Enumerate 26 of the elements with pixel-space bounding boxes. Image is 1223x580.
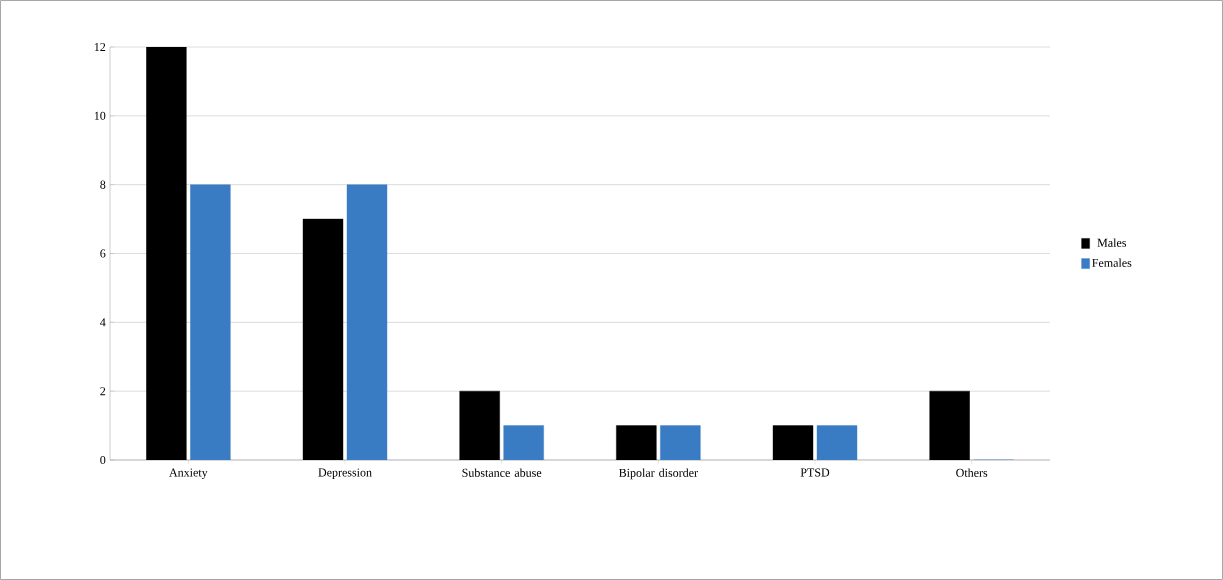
bar bbox=[503, 425, 544, 460]
bar bbox=[346, 184, 388, 460]
bar bbox=[302, 218, 344, 460]
x-tick-label: Anxiety bbox=[169, 468, 208, 479]
y-tick-label: 6 bbox=[100, 249, 106, 258]
legend-label: Females bbox=[1092, 258, 1132, 267]
x-tick-label: Substance abuse bbox=[462, 468, 542, 477]
bar bbox=[190, 184, 231, 460]
y-tick-label: 8 bbox=[100, 180, 106, 189]
x-tick-label: PTSD bbox=[800, 468, 830, 477]
y-tick-label: 12 bbox=[94, 43, 106, 51]
bar bbox=[660, 425, 701, 460]
bar bbox=[616, 425, 657, 460]
bar bbox=[459, 390, 500, 460]
bar bbox=[929, 390, 970, 460]
bar bbox=[772, 425, 814, 460]
legend-label: Males bbox=[1097, 238, 1127, 247]
y-tick-label: 0 bbox=[100, 455, 106, 465]
bar bbox=[816, 425, 858, 460]
bar bbox=[146, 47, 187, 460]
y-tick-label: 2 bbox=[100, 387, 106, 396]
y-tick-label: 4 bbox=[100, 318, 106, 327]
x-tick-label: Others bbox=[956, 468, 988, 477]
y-tick-label: 10 bbox=[94, 111, 106, 120]
x-tick-label: Depression bbox=[318, 468, 372, 479]
x-tick-label: Bipolar disorder bbox=[619, 468, 698, 480]
